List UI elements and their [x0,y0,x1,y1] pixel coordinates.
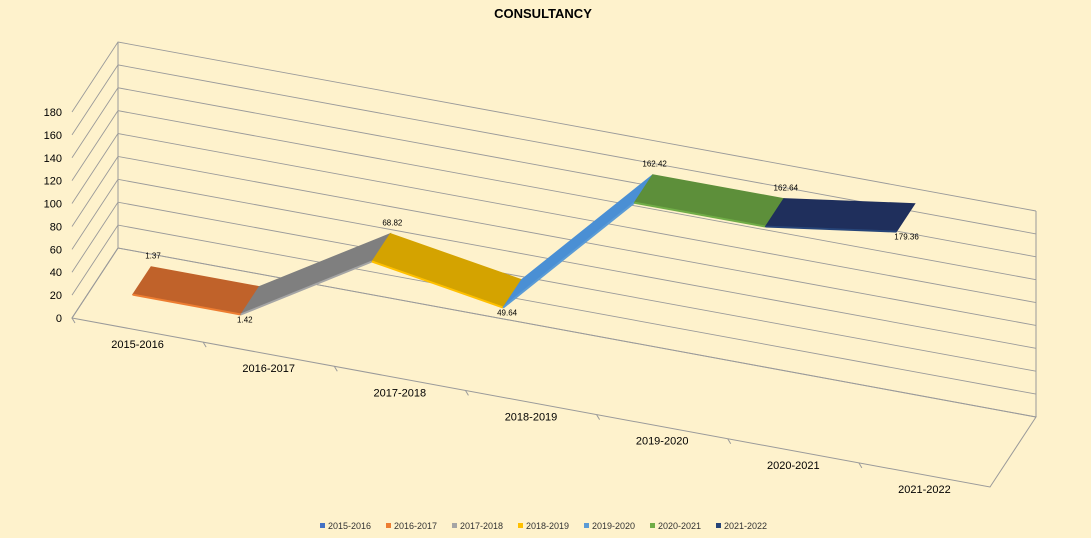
x-axis: 2015-2016 2016-2017 2017-2018 2018-2019 2019… [71,317,951,496]
ribbon-edge [502,201,635,309]
legend-swatch [452,523,457,528]
legend-swatch [716,523,721,528]
legend-swatch [320,523,325,528]
legend-label: 2018-2019 [526,521,569,531]
legend-label: 2021-2022 [724,521,767,531]
x-tick-label: 2016-2017 [242,363,295,375]
legend-swatch [650,523,655,528]
x-tick-mark [596,414,601,420]
x-tick-mark [464,390,469,396]
x-tick-mark [858,462,863,469]
ribbon-edge [634,201,766,228]
y-tick-label: 100 [44,199,62,211]
gridline [71,178,1037,349]
data-labels: 1.37 1.42 68.82 49.64 162.42 162.64 179.36 [145,160,919,325]
y-axis-ticks: 0 20 40 60 80 100 120 140 160 180 [44,107,62,325]
gridline [71,64,1037,235]
legend-swatch [386,523,391,528]
gridline [71,155,1037,326]
x-tick-label: 2021-2022 [898,484,951,496]
data-label: 179.36 [894,233,919,242]
chart-title: CONSULTANCY [494,6,592,21]
gridline [71,201,1037,372]
ribbon-edge [765,225,897,233]
gridline [71,41,1037,212]
legend: 2015-2016 2016-2017 2017-2018 2018-2019 2019… [320,521,767,531]
y-tick-label: 0 [56,313,62,325]
gridline [71,110,1037,281]
legend-label: 2016-2017 [394,521,437,531]
x-tick-label: 2015-2016 [111,339,164,351]
data-label: 162.64 [774,184,799,193]
y-tick-label: 140 [44,153,62,165]
x-tick-mark [202,341,207,348]
x-tick-mark [71,317,76,324]
ribbon-series [131,174,916,316]
y-tick-label: 80 [50,221,62,233]
x-tick-mark [727,438,732,444]
ribbon-edge [240,260,373,316]
x-tick-label: 2018-2019 [505,412,558,424]
y-tick-label: 120 [44,176,62,188]
y-tick-label: 160 [44,130,62,142]
legend-swatch [518,523,523,528]
data-label: 49.64 [497,309,518,318]
x-tick-label: 2020-2021 [767,460,820,472]
x-tick-label: 2019-2020 [636,436,689,448]
legend-label: 2019-2020 [592,521,635,531]
data-label: 1.37 [145,252,161,261]
legend-label: 2015-2016 [328,521,371,531]
ribbon-edge [132,293,242,316]
data-label: 68.82 [382,219,403,228]
y-tick-label: 40 [50,267,62,279]
gridline [71,224,1037,395]
y-tick-label: 180 [44,107,62,119]
x-tick-mark [333,366,338,372]
gridline [71,133,1037,303]
x-tick-label: 2017-2018 [374,387,427,399]
legend-label: 2017-2018 [460,521,503,531]
gridline [71,247,1037,418]
y-tick-label: 20 [50,290,62,302]
y-tick-label: 60 [50,244,62,256]
legend-label: 2020-2021 [658,521,701,531]
legend-swatch [584,523,589,528]
data-label: 162.42 [642,160,667,169]
ribbon-edge [371,260,504,309]
data-label: 1.42 [237,315,253,324]
